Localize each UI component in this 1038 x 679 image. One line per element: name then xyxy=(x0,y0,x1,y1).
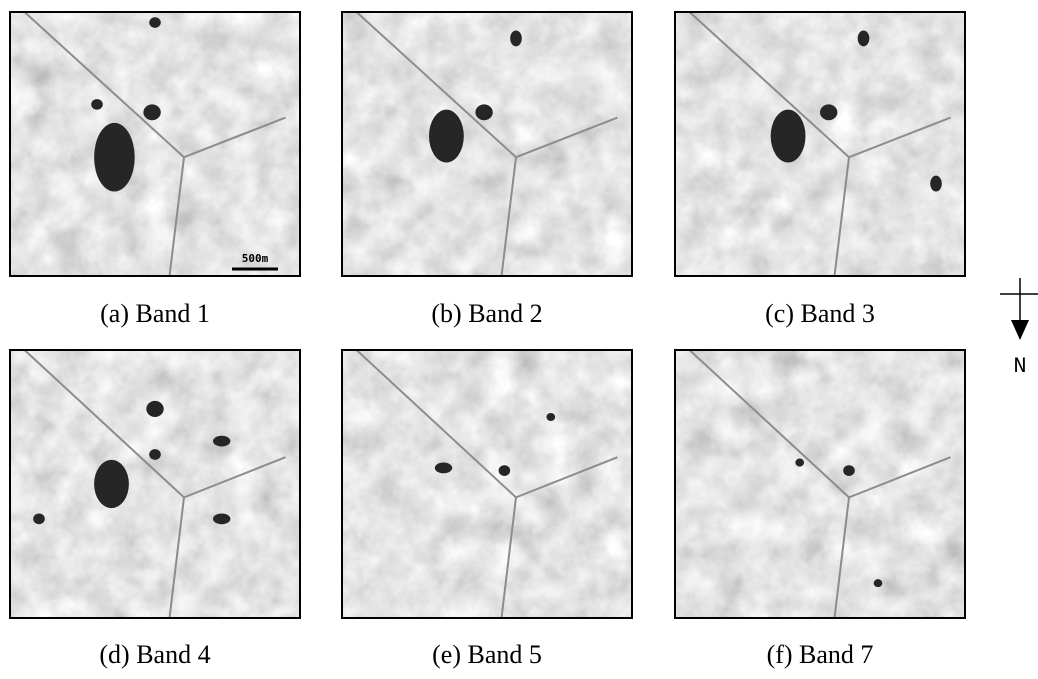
panel-border xyxy=(9,349,301,619)
caption: (f) Band 7 xyxy=(767,640,874,669)
image-panel xyxy=(674,349,966,619)
dark-patch xyxy=(94,122,135,192)
caption: (e) Band 5 xyxy=(432,640,542,669)
dark-patch xyxy=(795,458,805,467)
panel-image xyxy=(675,350,965,618)
road xyxy=(23,11,286,277)
image-panel xyxy=(9,349,301,619)
road xyxy=(688,11,951,277)
panel-border xyxy=(674,349,966,619)
panel-border xyxy=(341,11,633,277)
dark-patch xyxy=(857,30,870,47)
dark-patch xyxy=(930,175,942,192)
dark-patch xyxy=(149,17,161,28)
caption: (c) Band 3 xyxy=(765,299,875,328)
dark-patch xyxy=(770,109,806,163)
dark-patch xyxy=(94,459,129,509)
road xyxy=(355,349,618,619)
dark-patch xyxy=(33,513,45,525)
panel-image xyxy=(10,350,300,618)
north-label: N xyxy=(1013,354,1026,379)
dark-patch xyxy=(149,449,161,460)
dark-patch xyxy=(146,400,164,417)
dark-patch xyxy=(91,99,103,110)
caption: (d) Band 4 xyxy=(99,640,210,669)
dark-patch xyxy=(143,104,161,121)
image-panel: 500m xyxy=(9,11,301,277)
panel-image xyxy=(675,12,965,276)
road xyxy=(355,11,618,277)
dark-patch xyxy=(546,412,556,422)
panel-image xyxy=(342,350,632,618)
caption: (a) Band 1 xyxy=(100,299,210,328)
image-panel xyxy=(341,11,633,277)
dark-patch xyxy=(213,513,231,525)
dark-patch xyxy=(498,465,511,476)
panel-border xyxy=(9,11,301,277)
image-panel xyxy=(341,349,633,619)
panel-image xyxy=(342,12,632,276)
dark-patch xyxy=(213,435,231,447)
panel-image xyxy=(10,12,300,276)
dark-patch xyxy=(820,104,838,121)
scale-bar-label: 500m xyxy=(242,252,269,265)
dark-patch xyxy=(510,30,522,47)
image-panel xyxy=(674,11,966,277)
dark-patch xyxy=(475,104,493,121)
caption: (b) Band 2 xyxy=(431,299,542,328)
north-arrow xyxy=(1000,278,1038,340)
panel-border xyxy=(341,349,633,619)
dark-patch xyxy=(873,579,883,588)
panel-border xyxy=(674,11,966,277)
dark-patch xyxy=(429,109,464,163)
dark-patch xyxy=(434,462,453,474)
dark-patch xyxy=(843,465,855,476)
road xyxy=(688,349,951,619)
road xyxy=(23,349,286,619)
